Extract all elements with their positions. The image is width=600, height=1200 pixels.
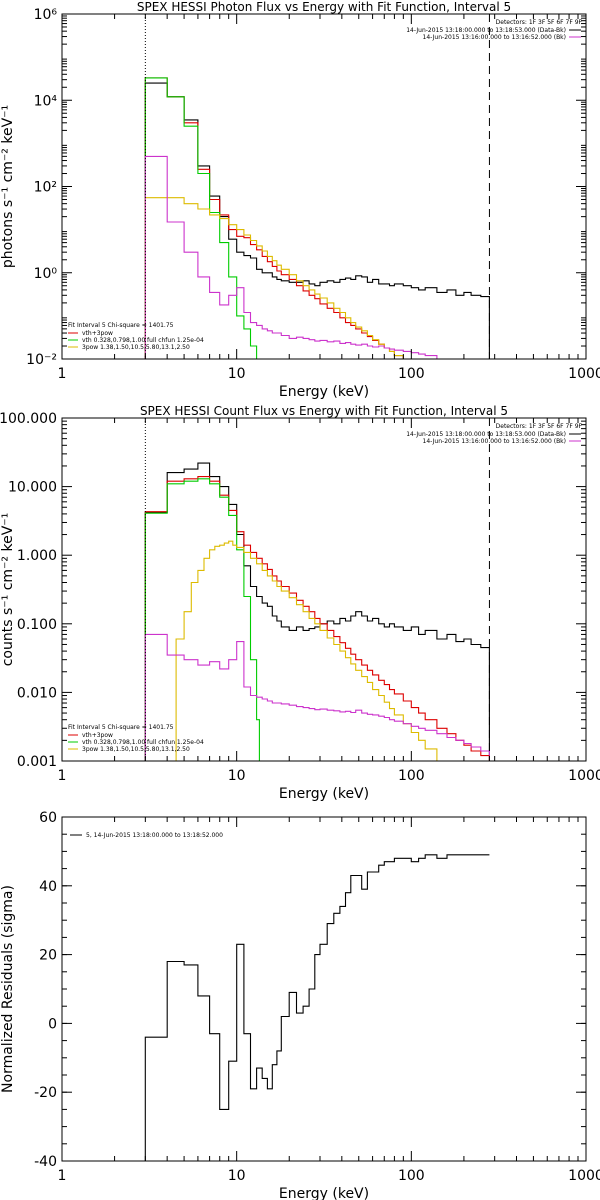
count-ytick-label: 1.000 [17,548,57,564]
count-fit-legend-header: Fit Interval 5 Chi-square = 1401.75 [68,724,174,731]
photon-legend-entry: 14-Jun-2015 13:18:00.000 to 13:18:53.000… [406,27,566,34]
residual-ytick-label: 0 [48,1016,57,1032]
photon-title: SPEX HESSI Photon Flux vs Energy with Fi… [137,0,511,14]
count-ytick-label: 10.000 [8,480,57,496]
residual-ytick-label: 20 [39,948,57,964]
photon-fit-legend-entry: vth 0.328,0.798,1.00 full chfun 1.25e-04 [82,337,204,344]
photon-frame [61,13,587,360]
photon-xtick-label: 1000 [568,366,600,382]
residual-xtick-label: 10 [228,1168,246,1184]
photon-fit-legend-entry: 3pow 1.38,1.50,10.5,5.80,13.1,2.50 [82,344,190,351]
photon-series-2 [144,77,258,359]
photon-fit-legend-entry: vth+3pow [82,330,113,337]
count-ytick-label: 0.100 [17,617,57,633]
count-ytick-label: 0.001 [17,754,57,770]
residual-ytick-label: 60 [39,810,57,826]
residual-legend-entry: 5, 14-Jun-2015 13:18:00.000 to 13:18:52.… [86,832,223,839]
count-series-1 [144,476,490,761]
count-series-3 [145,540,443,761]
residual-ytick-label: 40 [39,879,57,895]
count-xtick-label: 100 [398,768,425,784]
count-ytick-label: 100.000 [0,411,57,427]
residual-xtick-label: 1000 [568,1168,600,1184]
residual-x-axis-title: Energy (keV) [279,1186,369,1200]
residual-frame [61,816,587,1162]
count-xtick-label: 1000 [568,768,600,784]
photon-ytick-label: 10⁻² [26,352,57,368]
count-detectors-label: Detectors: 1F 3F 5F 6F 7F 9F [496,423,583,430]
photon-chart: 1 10 100 1000 10⁻² 10⁰ 10² 10⁴ 10⁶ Energy (keV) ph… [0,0,600,400]
photon-ytick-label: 10⁰ [34,266,58,282]
count-fit-legend-entry: 3pow 1.38,1.50,10.5,5.80,13.1,2.50 [82,746,190,753]
photon-series-0 [144,82,490,359]
count-frame [61,417,587,762]
count-chart: 1 10 100 1000 0.001 0.010 0.100 1.000 10.000 100.… [0,404,600,802]
photon-detectors-label: Detectors: 1F 3F 5F 6F 7F 9F [496,19,583,26]
photon-y-axis-title: photons s⁻¹ cm⁻² keV⁻¹ [0,105,16,268]
photon-ytick-label: 10⁴ [34,93,58,109]
residual-ytick-label: -40 [34,1154,57,1170]
photon-xtick-label: 10 [228,366,246,382]
count-fit-legend-entry: vth 0.328,0.798,1.00 full chfun 1.25e-04 [82,739,204,746]
count-legend-entry: 14-Jun-2015 13:16:00.000 to 13:16:52.000… [423,438,566,445]
photon-series-3 [144,197,443,359]
count-y-axis-title: counts s⁻¹ cm⁻² keV⁻¹ [0,513,16,667]
residual-xtick-label: 1 [58,1168,67,1184]
residual-chart: 1 10 100 1000 -40 -20 0 20 40 60 Energy (keV) Norma… [0,810,600,1200]
residual-xtick-label: 100 [398,1168,425,1184]
count-xtick-label: 10 [228,768,246,784]
photon-xtick-label: 100 [398,366,425,382]
photon-ytick-label: 10² [34,180,57,196]
count-series-2 [144,478,260,761]
count-series-4 [144,633,490,761]
photon-x-axis-title: Energy (keV) [279,384,369,400]
count-legend-entry: 14-Jun-2015 13:18:00.000 to 13:18:53.000… [406,431,566,438]
count-ytick-label: 0.010 [17,685,57,701]
residual-ytick-label: -20 [34,1085,57,1101]
count-x-axis-title: Energy (keV) [279,786,369,802]
photon-xtick-label: 1 [58,366,67,382]
count-fit-legend-entry: vth+3pow [82,732,113,739]
count-title: SPEX HESSI Count Flux vs Energy with Fit… [140,404,508,418]
photon-series-4 [144,155,443,359]
count-series-0 [144,462,490,761]
photon-ytick-label: 10⁶ [34,7,58,23]
residual-y-axis-title: Normalized Residuals (sigma) [0,885,16,1093]
residual-series-0 [144,854,490,1161]
photon-fit-legend-header: Fit Interval 5 Chi-square = 1401.75 [68,322,174,329]
photon-legend-entry: 14-Jun-2015 13:16:00.000 to 13:16:52.000… [423,34,566,41]
count-xtick-label: 1 [58,768,67,784]
